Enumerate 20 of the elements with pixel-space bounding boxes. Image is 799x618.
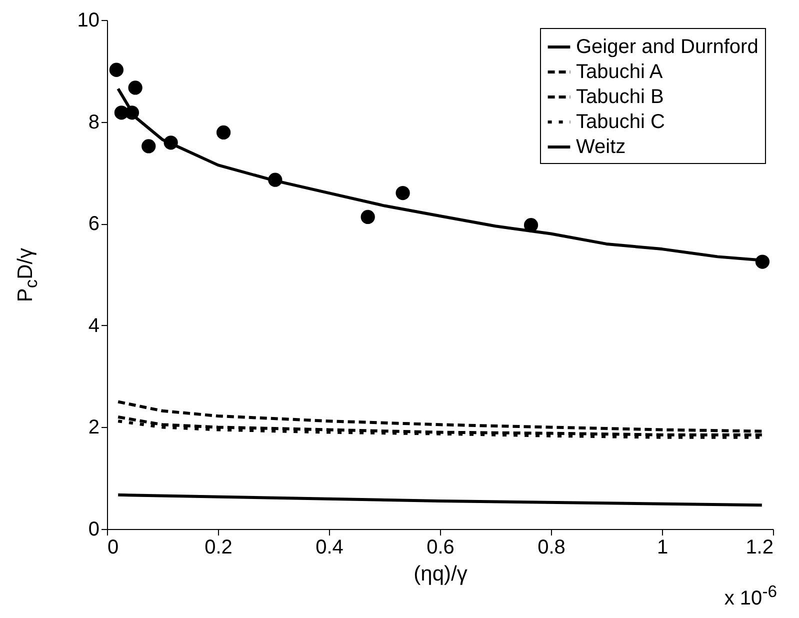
y-tick-label: 0 — [88, 518, 100, 540]
y-tick-label: 8 — [88, 111, 100, 134]
x-tick-label: 1.2 — [746, 536, 774, 558]
y-tick-label: 4 — [88, 314, 100, 337]
legend-label: Tabuchi A — [576, 61, 664, 83]
x-tick-label: 0.6 — [426, 536, 454, 558]
legend-label: Geiger and Durnford — [576, 36, 758, 58]
legend-label: Weitz — [576, 136, 626, 158]
legend-label: Tabuchi B — [576, 86, 664, 108]
x-tick-label: 0.8 — [538, 536, 566, 558]
y-tick-label: 2 — [88, 416, 100, 439]
x-tick-label: 1 — [656, 536, 668, 558]
legend-label: Tabuchi C — [576, 111, 665, 133]
x-tick-label: 0.2 — [204, 536, 232, 558]
x-tick-label: 0.4 — [316, 536, 344, 558]
y-tick-label: 10 — [77, 10, 100, 32]
y-tick-label: 6 — [88, 213, 100, 236]
x-tick-label: 0 — [108, 536, 119, 558]
x-axis-title: (ηq)/γ — [414, 562, 468, 586]
text: x 10$^{-6}$ — [724, 582, 777, 611]
